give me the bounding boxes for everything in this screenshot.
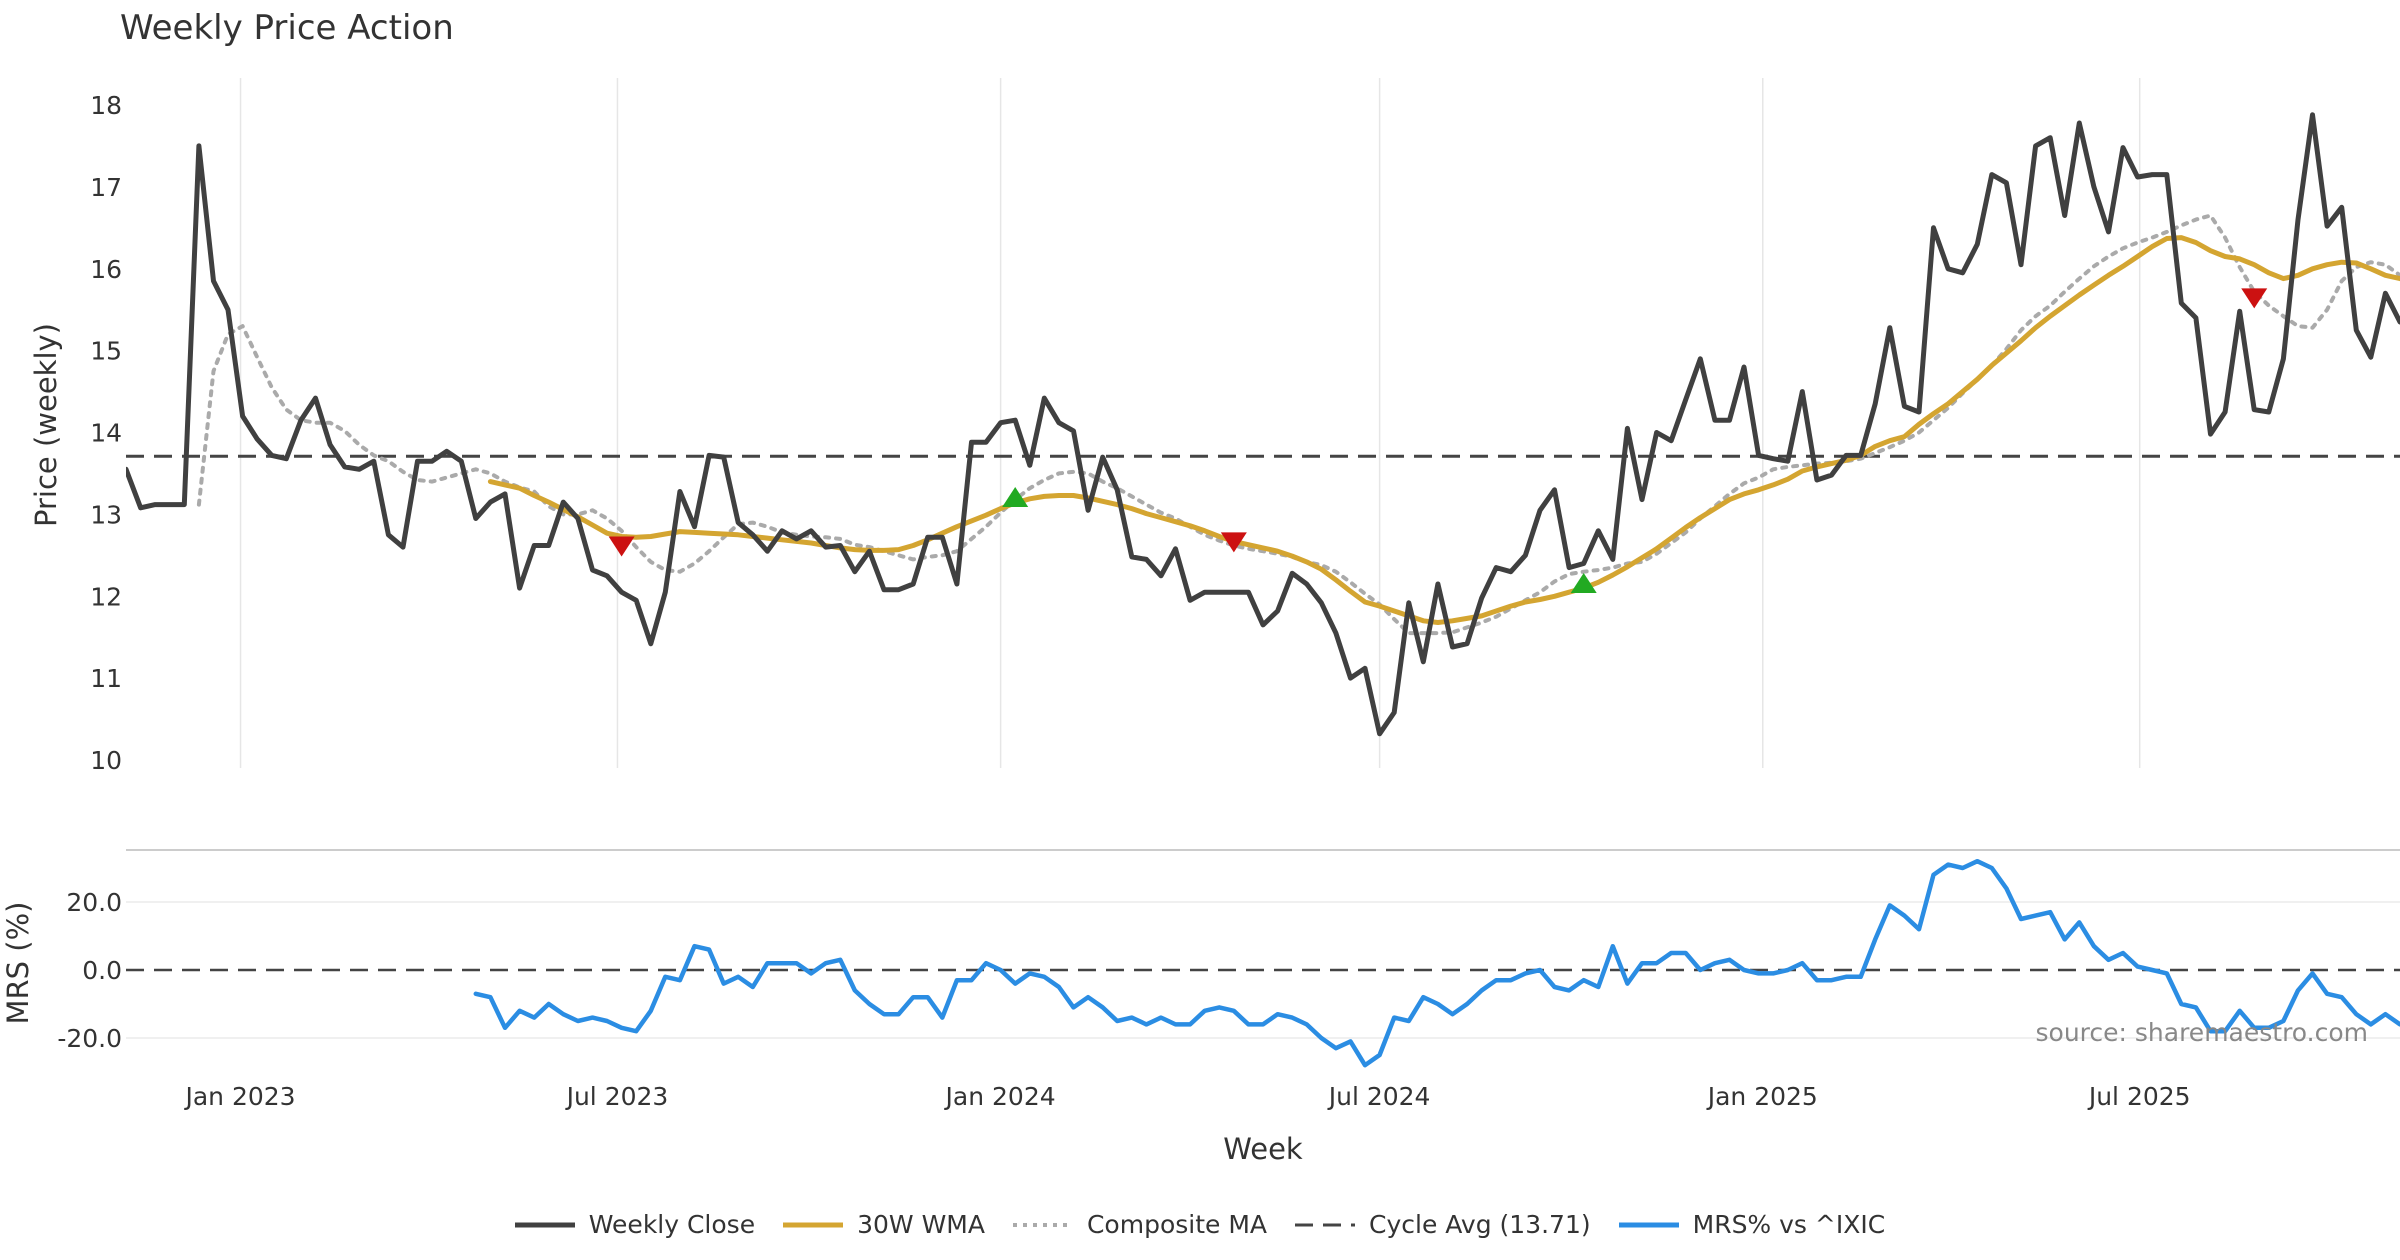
sell-marker-0: [608, 536, 635, 557]
legend-label-weekly-close: Weekly Close: [588, 1210, 756, 1239]
x-axis-label: Week: [1223, 1132, 1303, 1166]
price-y-tick-12: 12: [90, 582, 122, 611]
price-y-ticks: 10 11 12 13 14 15 16 17 18: [90, 91, 122, 775]
series-30w-wma: [487, 235, 2400, 625]
legend-label-cycle-avg: Cycle Avg (13.71): [1369, 1210, 1591, 1239]
mrs-y-tick-20-0: 20.0: [66, 888, 122, 917]
legend-swatch-cycle-avg: [1295, 1223, 1356, 1226]
mrs-y-ticks: 20.0 0.0 -20.0: [57, 888, 122, 1053]
price-y-tick-14: 14: [90, 419, 122, 448]
price-y-tick-16: 16: [90, 255, 122, 284]
x-tick-jan-2023: Jan 2023: [183, 1082, 295, 1111]
price-y-tick-18: 18: [90, 91, 122, 120]
legend-item-cycle-avg: Cycle Avg (13.71): [1295, 1210, 1591, 1239]
legend-swatch-composite-ma: [1012, 1222, 1073, 1227]
legend: Weekly Close 30W WMA Composite MA Cycle …: [0, 1210, 2400, 1239]
buy-marker-3: [1570, 572, 1597, 593]
legend-label-30w-wma: 30W WMA: [857, 1210, 985, 1239]
x-tick-jul-2023: Jul 2023: [565, 1082, 669, 1111]
x-tick-jan-2024: Jan 2024: [944, 1082, 1056, 1111]
legend-swatch-30w-wma: [783, 1222, 844, 1227]
sell-marker-2: [1220, 532, 1247, 553]
x-ticks: Jan 2023 Jul 2023 Jan 2024 Jul 2024 Jan 2025…: [183, 1082, 2190, 1111]
legend-swatch-mrs: [1618, 1222, 1679, 1227]
mrs-grid: [126, 901, 2400, 1039]
sell-marker-4: [2241, 288, 2268, 309]
mrs-lines: [126, 858, 2400, 1068]
mrs-y-tick-0-0: 0.0: [82, 956, 122, 985]
chart-title: Weekly Price Action: [120, 8, 454, 48]
price-lines: [126, 112, 2400, 737]
price-markers: [608, 288, 2268, 593]
legend-label-composite-ma: Composite MA: [1086, 1210, 1268, 1239]
legend-item-30w-wma: 30W WMA: [783, 1210, 985, 1239]
x-tick-jul-2024: Jul 2024: [1327, 1082, 1431, 1111]
chart-svg: 10 11 12 13 14 15 16 17 18 20.0 0.0 -20.0 Jan 2023…: [57, 78, 2400, 1111]
series-composite-ma: [196, 213, 2400, 636]
price-y-tick-17: 17: [90, 173, 122, 202]
legend-item-composite-ma: Composite MA: [1012, 1210, 1268, 1239]
price-grid: [239, 78, 2141, 768]
legend-swatch-weekly-close: [514, 1222, 575, 1227]
x-tick-jan-2025: Jan 2025: [1706, 1082, 1818, 1111]
price-y-tick-15: 15: [90, 337, 122, 366]
series-mrs-vs-ixic: [473, 858, 2400, 1068]
mrs-y-tick-20-0: -20.0: [57, 1024, 122, 1053]
x-tick-jul-2025: Jul 2025: [2087, 1082, 2191, 1111]
source-note: source: sharemaestro.com: [2035, 1018, 2369, 1047]
legend-label-mrs: MRS% vs ^IXIC: [1692, 1210, 1886, 1239]
price-y-tick-10: 10: [90, 746, 122, 775]
legend-item-weekly-close: Weekly Close: [514, 1210, 756, 1239]
price-y-tick-11: 11: [90, 664, 122, 693]
price-y-tick-13: 13: [90, 500, 122, 529]
series-weekly-close: [126, 112, 2400, 737]
legend-item-mrs: MRS% vs ^IXIC: [1618, 1210, 1886, 1239]
buy-marker-1: [1002, 487, 1029, 507]
